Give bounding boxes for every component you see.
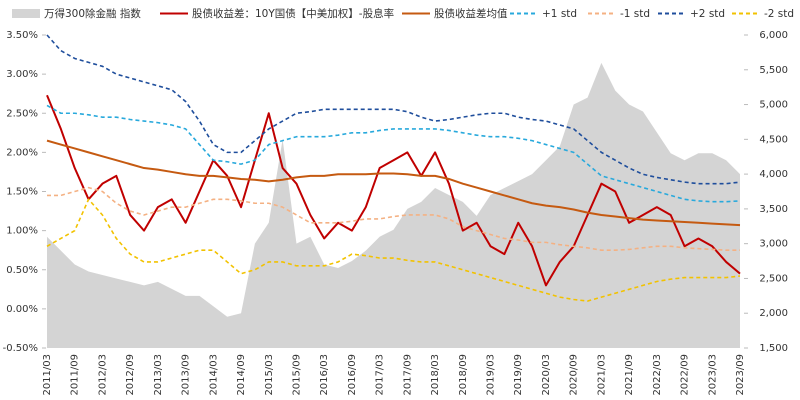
y2-tick-label: 3,500 [759, 204, 788, 215]
series-line [46, 94, 741, 287]
y2-tick-label: 4,500 [759, 134, 788, 145]
x-tick-label: 2023/09 [735, 354, 746, 396]
x-tick-label: 2019/09 [513, 354, 524, 396]
y2-tick-label: 2,000 [759, 308, 788, 319]
x-tick-label: 2011/03 [42, 354, 53, 396]
series-line [47, 186, 740, 251]
x-tick-label: 2014/09 [236, 354, 247, 396]
y-tick-label: 1.00% [6, 226, 38, 237]
x-tick-label: 2023/03 [707, 354, 718, 396]
x-tick-label: 2012/09 [125, 354, 136, 396]
y2-tick-label: 4,000 [759, 169, 788, 180]
x-tick-label: 2021/03 [596, 354, 607, 396]
x-tick-label: 2018/09 [458, 354, 469, 396]
y2-tick-label: 6,000 [759, 30, 788, 41]
x-tick-label: 2022/09 [680, 354, 691, 396]
x-tick-label: 2020/03 [541, 354, 552, 396]
x-tick-label: 2012/03 [97, 354, 108, 396]
x-tick-label: 2013/03 [153, 354, 164, 396]
x-tick-label: 2022/03 [652, 354, 663, 396]
series-line [46, 104, 741, 203]
y2-tick-label: 5,500 [759, 65, 788, 76]
y-tick-label: 3.50% [6, 30, 38, 41]
legend-label: 股债收益差均值 [434, 7, 508, 20]
x-tick-label: 2017/09 [402, 354, 413, 396]
y2-tick-label: 2,500 [759, 273, 788, 284]
legend-label: 万得300除金融 指数 [44, 7, 141, 20]
y-tick-label: 2.50% [6, 108, 38, 119]
y2-tick-label: 1,500 [759, 343, 788, 354]
x-tick-label: 2015/09 [291, 354, 302, 396]
x-tick-label: 2021/09 [624, 354, 635, 396]
x-tick-label: 2013/09 [181, 354, 192, 396]
series-line [46, 139, 741, 227]
series-line [46, 198, 741, 302]
index-area [47, 62, 740, 348]
x-tick-label: 2020/09 [569, 354, 580, 396]
legend-label: 股债收益差：10Y国债【中美加权】-股息率 [192, 7, 394, 20]
x-tick-label: 2019/03 [486, 354, 497, 396]
x-tick-label: 2018/03 [430, 354, 441, 396]
x-tick-label: 2016/09 [347, 354, 358, 396]
y-tick-label: 3.00% [6, 69, 38, 80]
x-tick-label: 2011/09 [70, 354, 81, 396]
legend-label: +1 std [542, 8, 577, 20]
y2-tick-label: 3,000 [759, 239, 788, 250]
y-tick-label: 2.00% [6, 147, 38, 158]
x-tick-label: 2015/03 [264, 354, 275, 396]
x-tick-label: 2017/03 [375, 354, 386, 396]
legend-label: -2 std [764, 8, 794, 20]
x-tick-label: 2016/03 [319, 354, 330, 396]
y-tick-label: 0.50% [6, 265, 38, 276]
x-tick-label: 2014/03 [208, 354, 219, 396]
series-line [46, 34, 741, 185]
legend-swatch [12, 9, 40, 18]
legend-label: +2 std [690, 8, 725, 20]
y2-tick-label: 5,000 [759, 100, 788, 111]
y-tick-label: 0.00% [6, 304, 38, 315]
y-tick-label: -0.50% [3, 343, 38, 354]
y-tick-label: 1.50% [6, 187, 38, 198]
legend-label: -1 std [620, 8, 650, 20]
